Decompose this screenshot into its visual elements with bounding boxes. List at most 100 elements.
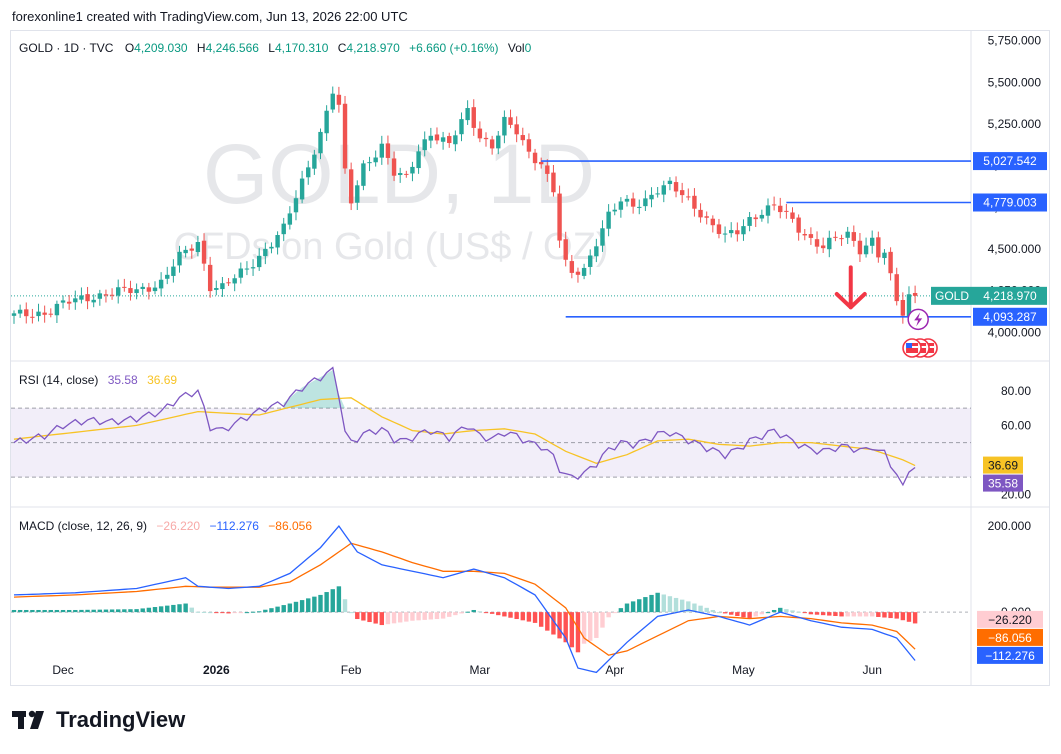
rsi-tick-label: 60.00: [1001, 418, 1031, 432]
macd-histogram-bar: [569, 612, 575, 648]
candle-body: [152, 287, 158, 292]
candle-body: [569, 261, 575, 273]
candle-body: [563, 239, 568, 260]
level-label-box: [973, 193, 1047, 212]
macd-histogram-bar: [128, 609, 133, 613]
candle-body: [158, 279, 164, 289]
macd-histogram-bar: [894, 612, 899, 619]
candle-body: [447, 136, 452, 144]
candle-body: [134, 289, 139, 294]
candle-body: [214, 288, 219, 290]
macd-histogram-bar: [177, 604, 182, 613]
macd-histogram-bar: [637, 599, 642, 613]
candle-body: [128, 288, 133, 294]
candle-body: [189, 248, 194, 251]
legend-low: 4,170.310: [275, 41, 329, 55]
candle-body: [545, 165, 550, 174]
rsi-overbought-fill: [283, 370, 346, 409]
candle-body: [814, 239, 820, 247]
time-tick-label: Dec: [52, 663, 73, 677]
macd-histogram-bar: [134, 609, 139, 613]
macd-histogram-bar: [342, 599, 348, 613]
macd-signal-tag: −86.056: [988, 631, 1032, 645]
candle-body: [876, 237, 881, 258]
candle-body: [116, 287, 121, 296]
macd-histogram-bar: [753, 612, 758, 617]
candle-body: [397, 173, 403, 176]
macd-pane: [11, 525, 971, 674]
candle-body: [36, 311, 41, 317]
macd-histogram-bar: [348, 612, 354, 614]
macd-histogram-bar: [679, 599, 685, 613]
candle-body: [30, 316, 35, 318]
macd-histogram-bar: [692, 603, 697, 613]
candle-body: [594, 246, 599, 257]
macd-histogram-bar: [116, 609, 121, 613]
macd-histogram-bar: [802, 612, 807, 614]
candle-body: [747, 217, 752, 226]
macd-histogram-bar: [447, 612, 452, 617]
macd-histogram-bar: [489, 612, 495, 614]
macd-histogram-bar: [704, 607, 709, 613]
macd-histogram-bar: [465, 611, 470, 613]
chart-svg[interactable]: GOLD, 1D CFDs on Gold (US$ / OZ) GOLD · …: [11, 31, 1049, 685]
rsi-tag-box: [983, 474, 1023, 492]
axis-labels: 5,027.542 4,779.003 4,093.287 GOLD 4,218.970…: [931, 152, 1047, 664]
candle-body: [833, 236, 838, 238]
candle-body: [710, 218, 716, 226]
macd-histogram-bar: [453, 612, 458, 616]
candle-body: [140, 286, 145, 290]
rsi-pane: [11, 366, 971, 487]
candle-body: [912, 292, 918, 296]
macd-histogram-bar: [551, 612, 556, 635]
macd-histogram-bar: [741, 612, 746, 618]
macd-histogram-bar: [729, 612, 734, 615]
macd-signal-value: −86.056: [268, 519, 312, 533]
macd-histogram-bar: [471, 609, 476, 613]
macd-histogram-bar: [434, 612, 440, 620]
candle-body: [888, 251, 893, 274]
macd-histogram-bar: [257, 611, 262, 613]
candle-body: [637, 206, 642, 208]
macd-histogram-bar: [410, 612, 415, 621]
candle-body: [201, 240, 207, 264]
macd-histogram-bar: [79, 609, 84, 613]
candle-body: [520, 135, 525, 141]
footer-brand-text: TradingView: [56, 707, 186, 732]
macd-histogram-bar: [814, 612, 820, 615]
candle-body: [894, 274, 899, 302]
candle-body: [287, 213, 293, 225]
symbol-tag: GOLD: [935, 289, 969, 303]
candle-body: [361, 163, 366, 186]
rsi-ma-tag: 36.69: [988, 459, 1018, 473]
macd-histogram-bar: [520, 612, 525, 621]
macd-histogram-bar: [790, 610, 795, 613]
candle-body: [293, 198, 299, 213]
macd-signal-line: [13, 542, 916, 656]
macd-histogram-bar: [857, 612, 863, 617]
candle-body: [122, 286, 127, 288]
macd-histogram-bar: [158, 606, 164, 613]
time-tick-label: Jun: [863, 663, 882, 677]
macd-histogram-bar: [851, 612, 857, 617]
macd-histogram-bar: [24, 609, 29, 613]
macd-histogram-bar: [171, 604, 176, 613]
candle-body: [483, 137, 489, 140]
legend-open: 4,209.030: [134, 41, 188, 55]
macd-histogram-bar: [686, 601, 691, 613]
macd-histogram-bar: [404, 612, 409, 622]
macd-histogram-bar: [588, 612, 593, 641]
macd-histogram-bar: [912, 612, 918, 624]
candle-body: [753, 217, 758, 220]
svg-text:GOLD · 1D · TVC O4,209: GOLD · 1D · TVC O4,209.030 H4,246.566 L4…: [19, 41, 532, 55]
macd-histogram-bar: [250, 611, 256, 613]
candle-body: [551, 172, 556, 193]
macd-histogram-bar: [11, 609, 17, 613]
rsi-title: RSI (14, close): [19, 373, 98, 387]
candle-body: [618, 201, 624, 210]
macd-histogram-bar: [226, 612, 231, 614]
candle-body: [465, 108, 470, 121]
macd-histogram-bar: [17, 609, 23, 613]
macd-histogram-bar: [667, 596, 673, 613]
candle-body: [79, 295, 84, 300]
